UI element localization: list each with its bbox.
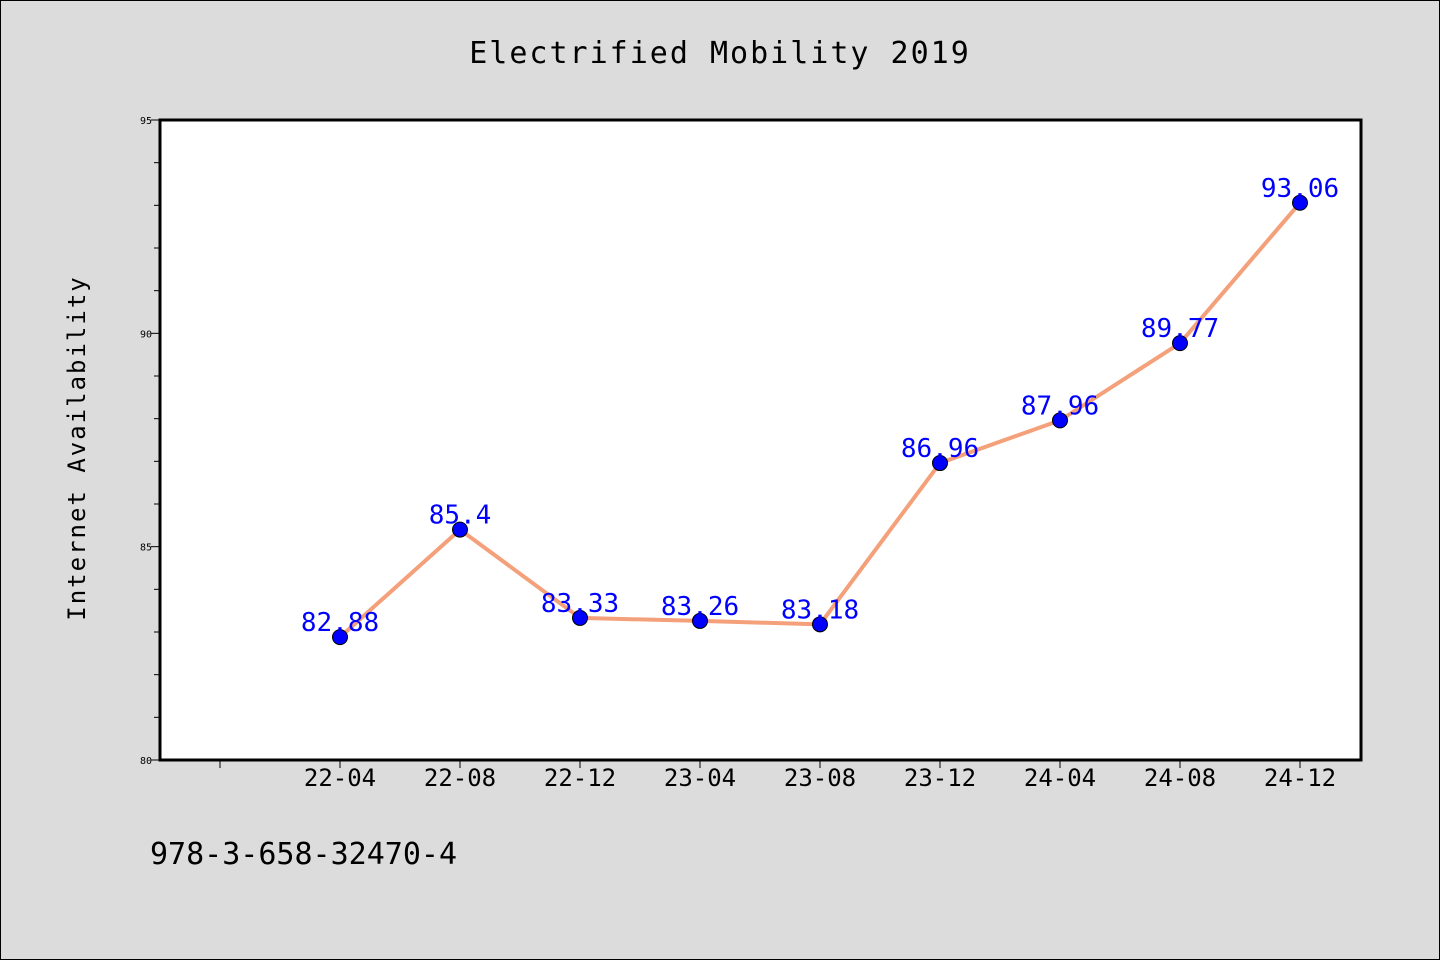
y-tick-label: 85 xyxy=(140,543,152,554)
y-tick-label: 95 xyxy=(140,116,152,127)
plot-area xyxy=(158,118,1363,762)
data-label: 82.88 xyxy=(301,608,379,638)
x-tick-label: 23-04 xyxy=(664,764,736,792)
x-tick-label: 24-04 xyxy=(1024,764,1096,792)
data-point xyxy=(932,455,948,472)
data-label: 83.26 xyxy=(661,592,739,622)
data-label: 85.4 xyxy=(429,501,492,531)
data-label: 83.18 xyxy=(781,595,859,625)
series-group: 82.88 85.4 83.33 83.26 83.18 86.96 87.96 89.77 9… xyxy=(301,174,1339,646)
data-label: 87.96 xyxy=(1021,391,1099,421)
data-label: 83.33 xyxy=(541,589,619,619)
data-point xyxy=(692,612,708,629)
data-point xyxy=(452,521,468,538)
axis-ticks xyxy=(151,119,1301,768)
isbn-text: 978-3-658-32470-4 xyxy=(150,837,457,872)
x-tick-label: 22-12 xyxy=(544,764,616,792)
data-label: 93.06 xyxy=(1261,174,1339,204)
data-label: 89.77 xyxy=(1141,314,1219,344)
x-tick-labels: 22-04 22-08 22-12 23-04 23-08 23-12 24-04 24-08… xyxy=(304,764,1336,792)
x-tick-label: 24-08 xyxy=(1144,764,1216,792)
data-point xyxy=(812,616,828,633)
y-tick-label: 80 xyxy=(140,756,152,767)
x-tick-label: 23-08 xyxy=(784,764,856,792)
data-label: 86.96 xyxy=(901,434,979,464)
data-point xyxy=(572,609,588,626)
data-point xyxy=(1052,412,1068,429)
x-tick-label: 24-12 xyxy=(1264,764,1336,792)
y-tick-labels: 80 85 90 95 xyxy=(140,116,152,767)
chart-title: Electrified Mobility 2019 xyxy=(469,36,971,71)
data-point xyxy=(1292,194,1308,211)
x-tick-label: 22-04 xyxy=(304,764,376,792)
x-tick-label: 22-08 xyxy=(424,764,496,792)
data-point xyxy=(332,629,348,646)
x-tick-label: 23-12 xyxy=(904,764,976,792)
data-point xyxy=(1172,335,1188,352)
y-axis-label: Internet Availability xyxy=(63,275,91,620)
y-tick-label: 90 xyxy=(140,329,152,340)
